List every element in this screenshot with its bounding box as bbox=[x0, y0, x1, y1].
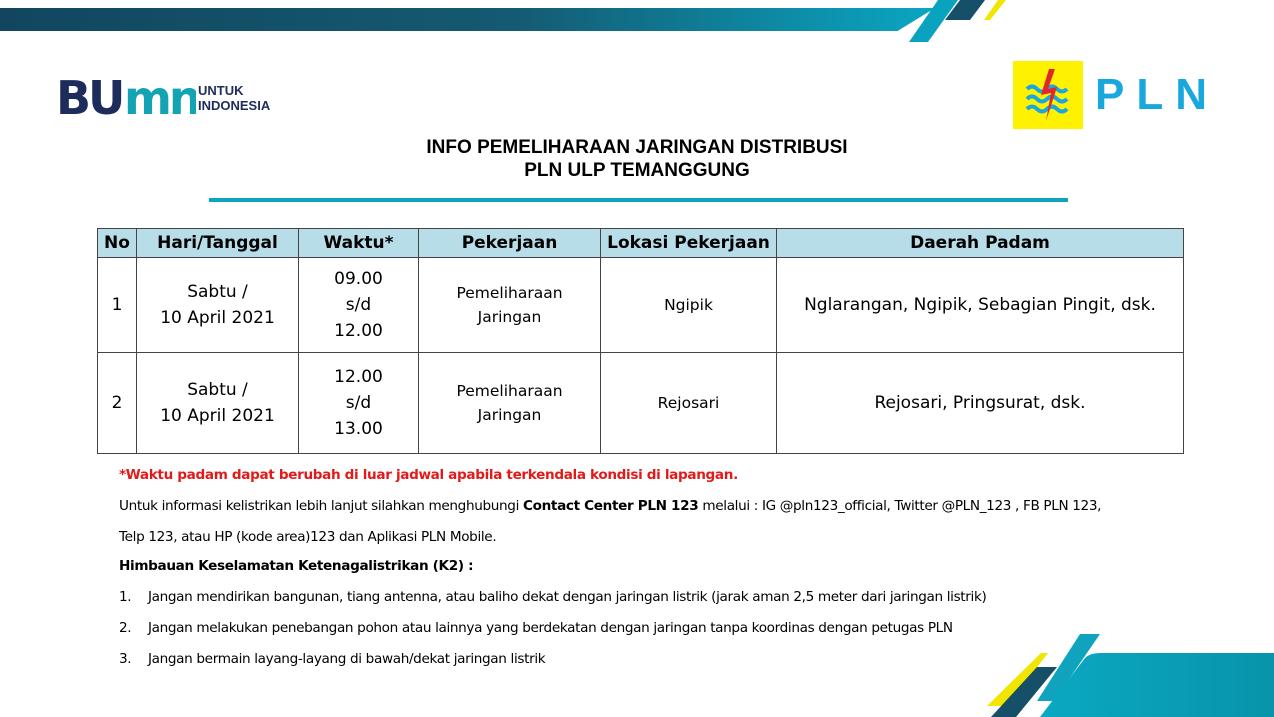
day: Sabtu / bbox=[187, 282, 248, 302]
item-number: 2. bbox=[119, 620, 132, 636]
table-row: 2 Sabtu / 10 April 2021 12.00 s/d 13.00 Pem… bbox=[97, 352, 1184, 454]
contact-info-line1: Untuk informasi kelistrikan lebih lanjut… bbox=[119, 498, 1101, 514]
cell-time: 09.00 s/d 12.00 bbox=[298, 257, 419, 353]
start-time: 09.00 bbox=[334, 269, 383, 289]
item-text: Jangan melakukan penebangan pohon atau l… bbox=[148, 620, 953, 636]
date: 10 April 2021 bbox=[160, 308, 275, 328]
cell-location: Ngipik bbox=[600, 257, 777, 353]
svg-text:BU: BU bbox=[56, 74, 122, 118]
cell-date: Sabtu / 10 April 2021 bbox=[136, 257, 299, 353]
bumn-logo: BU mn UNTUK INDONESIA bbox=[56, 71, 270, 125]
contact-info-line2: Telp 123, atau HP (kode area)123 dan Apl… bbox=[119, 529, 497, 545]
maintenance-schedule-table: No Hari/Tanggal Waktu* Pekerjaan Lokasi … bbox=[97, 228, 1184, 454]
title-underline bbox=[209, 198, 1068, 202]
k2-item: 2. Jangan melakukan penebangan pohon atau… bbox=[119, 620, 953, 636]
item-number: 1. bbox=[119, 589, 132, 605]
pln-logo-text: PLN bbox=[1095, 70, 1219, 119]
info-text: Untuk informasi kelistrikan lebih lanjut… bbox=[119, 498, 523, 514]
end-time: 12.00 bbox=[334, 321, 383, 341]
item-text: Jangan mendirikan bangunan, tiang antenn… bbox=[148, 589, 987, 605]
separator: s/d bbox=[345, 295, 372, 315]
contact-center: Contact Center PLN 123 bbox=[522, 498, 699, 514]
table-row: 1 Sabtu / 10 April 2021 09.00 s/d 12.00 Pem… bbox=[97, 257, 1184, 353]
cell-area: Rejosari, Pringsurat, dsk. bbox=[776, 352, 1184, 454]
work-line2: Jaringan bbox=[477, 406, 542, 424]
bottom-corner-decoration bbox=[987, 634, 1274, 717]
col-no: No bbox=[97, 228, 137, 258]
pln-logo-mark bbox=[1013, 61, 1083, 129]
work-line1: Pemeliharaan bbox=[456, 382, 563, 400]
k2-title: Himbauan Keselamatan Ketenagalistrikan (… bbox=[119, 558, 474, 574]
cell-area: Nglarangan, Ngipik, Sebagian Pingit, dsk… bbox=[776, 257, 1184, 353]
cell-no: 2 bbox=[97, 352, 137, 454]
bumn-untuk: UNTUK bbox=[198, 83, 244, 98]
k2-item: 3. Jangan bermain layang-layang di bawah/… bbox=[119, 651, 546, 667]
k2-item: 1. Jangan mendirikan bangunan, tiang ante… bbox=[119, 589, 987, 605]
top-banner-bar bbox=[0, 8, 935, 31]
cell-no: 1 bbox=[97, 257, 137, 353]
col-outage-area: Daerah Padam bbox=[776, 228, 1184, 258]
work-line1: Pemeliharaan bbox=[456, 284, 563, 302]
work-line2: Jaringan bbox=[477, 308, 542, 326]
col-date: Hari/Tanggal bbox=[136, 228, 299, 258]
table-header-row: No Hari/Tanggal Waktu* Pekerjaan Lokasi … bbox=[97, 228, 1184, 258]
col-location: Lokasi Pekerjaan bbox=[600, 228, 777, 258]
end-time: 13.00 bbox=[334, 419, 383, 439]
cell-time: 12.00 s/d 13.00 bbox=[298, 352, 419, 454]
time-change-warning: *Waktu padam dapat berubah di luar jadwa… bbox=[119, 467, 738, 483]
day: Sabtu / bbox=[187, 380, 248, 400]
item-text: Jangan bermain layang-layang di bawah/de… bbox=[148, 651, 546, 667]
date: 10 April 2021 bbox=[160, 406, 275, 426]
bumn-indonesia: INDONESIA bbox=[198, 98, 271, 113]
page-subtitle: PLN ULP TEMANGGUNG bbox=[524, 160, 750, 181]
svg-text:mn: mn bbox=[124, 74, 196, 118]
page-title: INFO PEMELIHARAAN JARINGAN DISTRIBUSI bbox=[426, 137, 848, 158]
cell-location: Rejosari bbox=[600, 352, 777, 454]
top-stripes-decoration bbox=[909, 0, 1006, 42]
cell-work: Pemeliharaan Jaringan bbox=[418, 352, 601, 454]
info-channels: melalui : IG @pln123_official, Twitter @… bbox=[698, 498, 1102, 514]
separator: s/d bbox=[345, 393, 372, 413]
cell-work: Pemeliharaan Jaringan bbox=[418, 257, 601, 353]
col-work: Pekerjaan bbox=[418, 228, 601, 258]
col-time: Waktu* bbox=[298, 228, 419, 258]
item-number: 3. bbox=[119, 651, 132, 667]
start-time: 12.00 bbox=[334, 367, 383, 387]
cell-date: Sabtu / 10 April 2021 bbox=[136, 352, 299, 454]
